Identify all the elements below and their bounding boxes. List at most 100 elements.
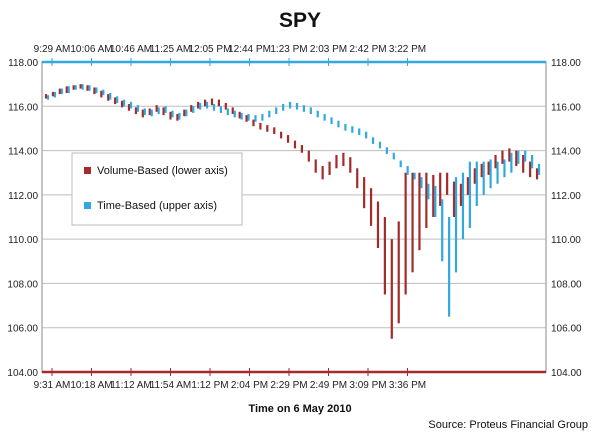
x-tick-lower: 3:09 PM — [349, 380, 386, 391]
price-bar — [93, 87, 96, 95]
price-bar — [286, 135, 290, 143]
y-tick-left: 118.00 — [8, 58, 38, 69]
legend-label-time: Time-Based (upper axis) — [97, 200, 217, 212]
price-bar — [461, 172, 465, 240]
price-bar — [323, 114, 326, 121]
price-bar — [129, 101, 133, 109]
price-bar — [102, 89, 105, 96]
price-bar — [314, 159, 317, 173]
price-bar — [293, 140, 297, 149]
price-bar — [240, 112, 243, 120]
price-bar — [441, 199, 444, 262]
price-bar — [363, 177, 366, 209]
y-tick-right: 116.00 — [551, 102, 581, 113]
price-bar — [466, 177, 469, 195]
price-bar — [169, 111, 172, 120]
price-bar — [231, 107, 234, 115]
price-bar — [178, 112, 181, 120]
y-tick-left: 108.00 — [7, 279, 38, 290]
y-tick-left: 112.00 — [8, 191, 38, 202]
price-bar — [120, 100, 124, 108]
price-bar — [404, 172, 407, 295]
legend-box — [71, 152, 243, 226]
price-bar — [390, 239, 393, 339]
x-tick-upper: 9:29 AM — [34, 44, 71, 55]
price-bar — [212, 104, 216, 111]
price-bar — [192, 106, 195, 113]
price-bar — [197, 101, 200, 109]
price-bar — [482, 161, 485, 195]
price-bar — [190, 105, 193, 112]
legend: Volume-Based (lower axis) Time-Based (up… — [71, 152, 243, 226]
price-bar — [300, 145, 303, 153]
price-bar — [420, 177, 423, 189]
price-bar — [496, 161, 499, 184]
x-tick-lower: 2:04 PM — [231, 380, 268, 391]
x-tick-upper: 10:06 AM — [70, 44, 112, 55]
price-bar — [508, 148, 511, 162]
price-bar — [494, 155, 497, 169]
price-bar — [454, 177, 458, 273]
price-bar — [183, 109, 186, 117]
y-tick-right: 110.00 — [551, 235, 581, 246]
legend-label-volume: Volume-Based (lower axis) — [97, 165, 228, 177]
price-bar — [378, 141, 382, 149]
price-bar — [307, 150, 310, 162]
price-bar — [480, 163, 483, 178]
price-bar — [245, 115, 248, 122]
legend-swatch-time — [84, 202, 91, 209]
x-tick-upper: 3:22 PM — [389, 44, 426, 55]
price-bar — [288, 101, 292, 109]
price-bar — [531, 155, 534, 169]
price-bar — [162, 107, 165, 116]
price-bar — [164, 106, 167, 113]
price-bar — [330, 117, 333, 124]
price-bar — [67, 86, 70, 93]
y-tick-right: 118.00 — [551, 58, 581, 69]
price-bar — [383, 217, 386, 295]
price-bar — [309, 107, 312, 115]
price-bar — [316, 110, 319, 118]
price-bar — [446, 172, 449, 195]
x-tick-lower: 9:31 AM — [34, 380, 71, 391]
price-bar — [439, 172, 442, 206]
price-bar — [342, 152, 345, 167]
price-bar — [238, 111, 241, 119]
price-bar — [535, 168, 539, 180]
price-bar — [448, 217, 451, 317]
y-tick-right: 114.00 — [551, 147, 581, 158]
price-bar — [515, 150, 518, 167]
source-note: Source: Proteus Financial Group — [428, 419, 588, 431]
price-bar — [282, 104, 285, 111]
price-bar — [376, 201, 380, 248]
y-tick-left: 104.00 — [7, 368, 38, 379]
price-bar — [434, 186, 437, 217]
price-bar — [371, 137, 375, 144]
price-bar — [210, 98, 214, 106]
x-tick-upper: 1:23 PM — [270, 44, 307, 55]
price-bar — [136, 105, 140, 112]
price-bar — [537, 163, 541, 175]
price-bar — [252, 119, 255, 127]
x-tick-upper: 12:44 PM — [228, 44, 271, 55]
y-tick-left: 114.00 — [8, 147, 38, 158]
price-bar — [86, 85, 89, 91]
price-bar — [356, 168, 359, 189]
price-bar — [473, 168, 476, 184]
price-bar — [100, 90, 103, 98]
price-bar — [205, 101, 209, 109]
x-tick-lower: 11:12 AM — [110, 380, 152, 391]
price-bar — [503, 159, 506, 178]
price-bar — [302, 105, 305, 112]
price-bar — [219, 106, 222, 113]
price-bar — [46, 95, 50, 100]
price-bar — [60, 88, 63, 95]
price-bar — [427, 183, 430, 200]
series-volume-based — [44, 84, 539, 339]
y-tick-right: 106.00 — [551, 324, 582, 335]
price-bar — [81, 84, 84, 90]
price-bar — [522, 155, 525, 173]
